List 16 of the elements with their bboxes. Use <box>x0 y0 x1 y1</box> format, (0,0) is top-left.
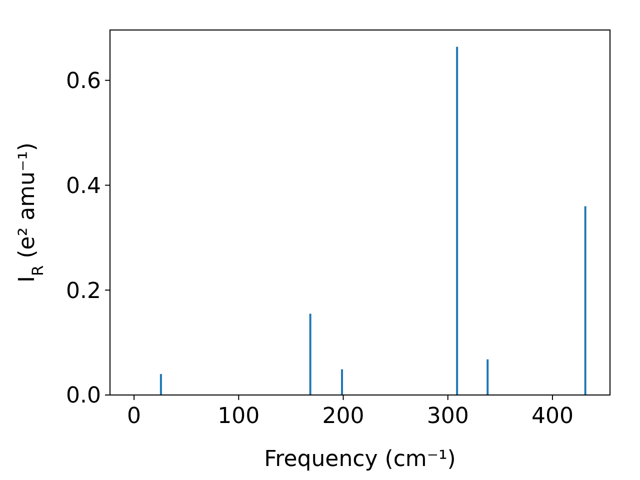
y-tick-label: 0.4 <box>66 174 101 199</box>
bar <box>486 359 489 395</box>
x-axis-title: Frequency (cm⁻¹) <box>264 447 456 472</box>
y-tick-label: 0.0 <box>66 384 101 409</box>
bar <box>160 374 162 395</box>
bar <box>584 206 586 395</box>
bar <box>341 369 344 395</box>
x-tick-label: 200 <box>322 404 364 429</box>
x-tick-label: 100 <box>218 404 260 429</box>
y-tick-label: 0.2 <box>66 278 101 304</box>
bar <box>456 46 458 395</box>
x-tick-label: 400 <box>531 404 574 429</box>
y-tick-label: 0.6 <box>66 69 101 94</box>
bar <box>309 314 312 395</box>
x-tick-label: 0 <box>127 404 142 429</box>
x-tick-label: 300 <box>426 404 469 429</box>
